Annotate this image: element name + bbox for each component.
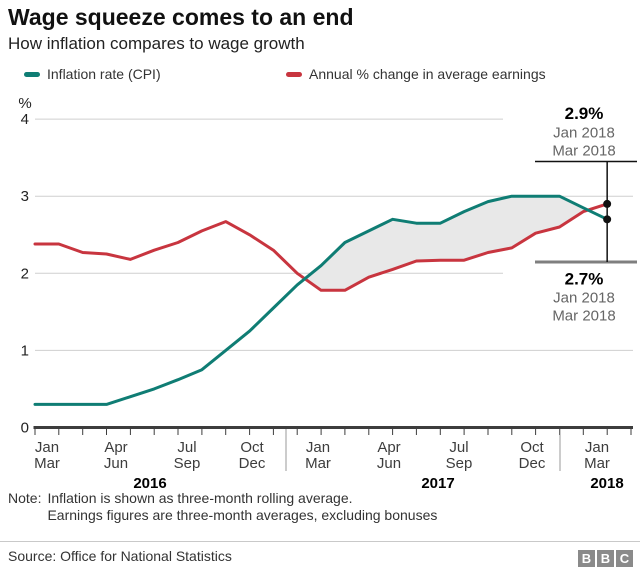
x-axis-quarter-label: Mar — [584, 455, 610, 472]
note-line: Earnings figures are three-month average… — [47, 507, 438, 523]
x-axis-year-label: 2016 — [133, 475, 166, 490]
legend-swatch-inflation-icon — [24, 71, 40, 77]
annotation-value: 2.9% — [565, 104, 604, 123]
note-line: Inflation is shown as three-month rollin… — [47, 490, 353, 506]
page-title: Wage squeeze comes to an end — [8, 4, 354, 30]
legend-item-inflation: Inflation rate (CPI) — [24, 66, 161, 82]
legend-swatch-earnings-icon — [286, 71, 302, 77]
legend-label-earnings: Annual % change in average earnings — [309, 66, 546, 82]
bbc-logo-letter: B — [597, 550, 614, 567]
series-gap-band — [304, 196, 589, 291]
x-axis-quarter-label: Jul — [449, 439, 468, 456]
x-axis-quarter-label: Oct — [520, 439, 544, 456]
source-text: Source: Office for National Statistics — [8, 548, 232, 564]
x-axis-quarter-label: Jul — [177, 439, 196, 456]
footer-divider — [0, 541, 640, 542]
annotation-period: Jan 2018 — [553, 125, 615, 142]
x-axis-quarter-label: Mar — [34, 455, 60, 472]
x-axis-quarter-label: Oct — [240, 439, 264, 456]
x-axis-quarter-label: Jan — [306, 439, 330, 456]
x-axis-quarter-label: Sep — [174, 455, 201, 472]
annotation-value: 2.7% — [565, 270, 604, 289]
page-subtitle: How inflation compares to wage growth — [8, 34, 305, 53]
annotation-period: Mar 2018 — [552, 143, 615, 160]
earnings-line — [33, 202, 609, 292]
bbc-logo-letter: C — [616, 550, 633, 567]
y-axis-label: 3 — [21, 188, 29, 205]
inflation-end-dot — [603, 215, 612, 224]
chart-legend: Inflation rate (CPI) Annual % change in … — [0, 66, 640, 84]
x-axis-quarter-label: Jan — [585, 439, 609, 456]
note-lines: Inflation is shown as three-month rollin… — [47, 490, 437, 524]
x-axis-quarter-label: Apr — [377, 439, 400, 456]
y-axis-label: 4 — [21, 111, 29, 128]
annotation-period: Jan 2018 — [553, 290, 615, 307]
x-axis-quarter-label: Dec — [519, 455, 546, 472]
x-axis-year-label: 2018 — [590, 475, 623, 490]
x-axis-quarter-label: Sep — [446, 455, 473, 472]
earnings-end-dot — [603, 199, 612, 208]
bbc-logo-letter: B — [578, 550, 595, 567]
annotation-period: Mar 2018 — [552, 308, 615, 325]
x-axis-quarter-label: Jan — [35, 439, 59, 456]
y-axis-label: 2 — [21, 265, 29, 282]
line-chart-canvas: %43210JanMarAprJunJulSepOctDecJanMarAprJ… — [18, 95, 637, 490]
y-axis-label: 1 — [21, 342, 29, 359]
x-axis-year-label: 2017 — [421, 475, 454, 490]
x-axis-quarter-label: Jun — [377, 455, 401, 472]
legend-item-earnings: Annual % change in average earnings — [286, 66, 546, 82]
bbc-logo: B B C — [578, 550, 633, 567]
note-label: Note: — [8, 490, 42, 506]
x-axis-quarter-label: Jun — [104, 455, 128, 472]
x-axis-quarter-label: Dec — [239, 455, 266, 472]
chart-note: Note: Inflation is shown as three-month … — [8, 490, 437, 524]
x-axis-quarter-label: Apr — [104, 439, 127, 456]
inflation-line — [33, 194, 609, 406]
legend-label-inflation: Inflation rate (CPI) — [47, 66, 161, 82]
y-axis-unit: % — [18, 95, 31, 112]
y-axis-label: 0 — [21, 420, 29, 437]
x-axis-quarter-label: Mar — [305, 455, 331, 472]
